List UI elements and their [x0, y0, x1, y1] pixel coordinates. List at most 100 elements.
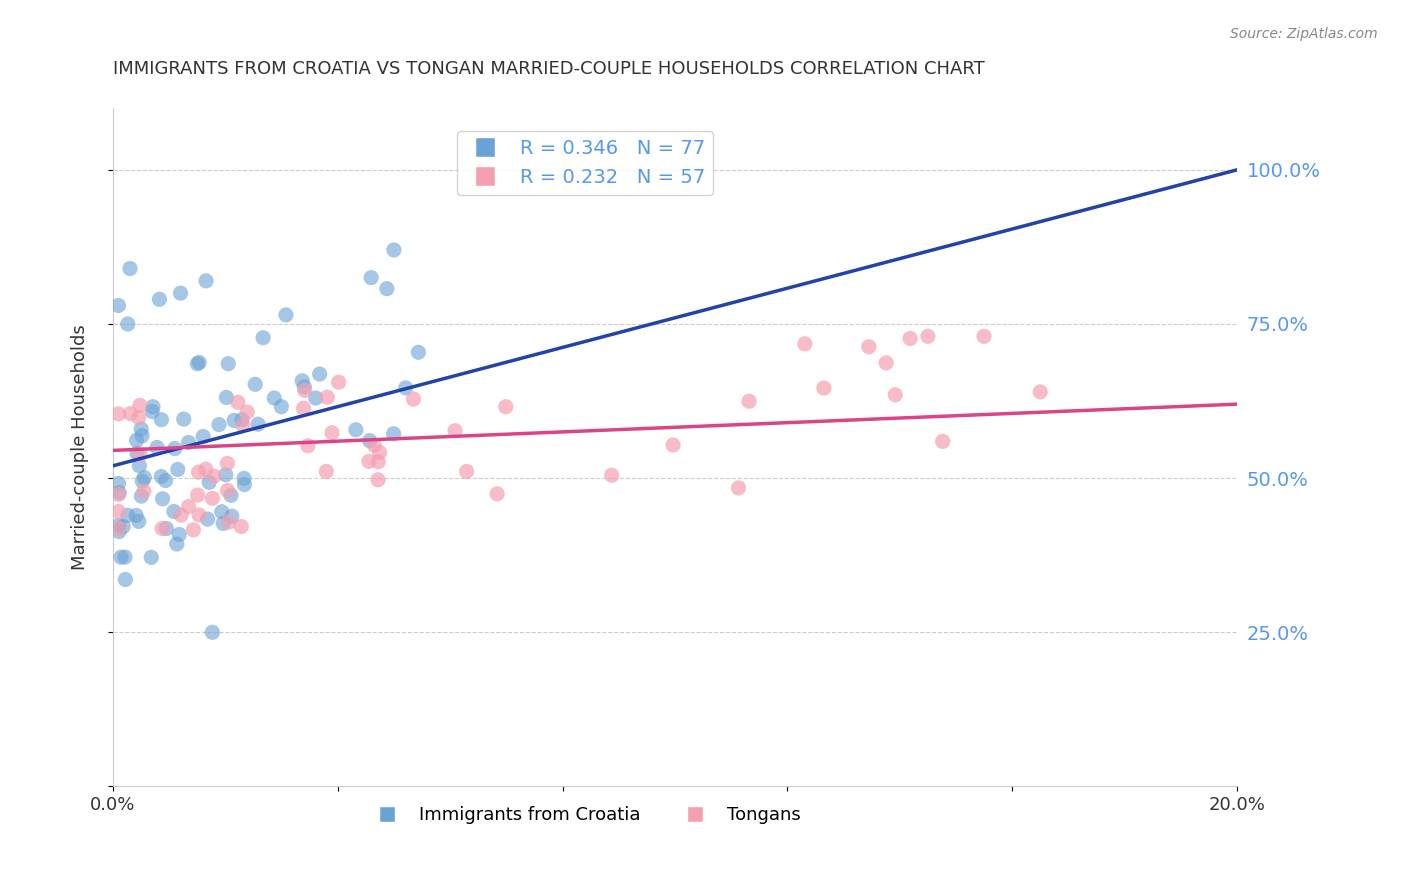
Tongans	[793, 336, 815, 351]
Tongans	[231, 519, 253, 533]
Tongans	[1029, 384, 1052, 399]
Tongans	[150, 521, 173, 535]
Tongans	[294, 384, 316, 398]
Tongans	[187, 488, 209, 502]
Legend: Immigrants from Croatia, Tongans: Immigrants from Croatia, Tongans	[361, 799, 808, 831]
Immigrants from Croatia	[215, 467, 238, 482]
Tongans	[170, 508, 193, 522]
Tongans	[202, 469, 225, 483]
Tongans	[315, 465, 337, 479]
Immigrants from Croatia	[107, 476, 129, 491]
Immigrants from Croatia	[118, 261, 141, 276]
Immigrants from Croatia	[233, 477, 256, 491]
Y-axis label: Married-couple Households: Married-couple Households	[72, 325, 89, 570]
Immigrants from Croatia	[107, 298, 129, 312]
Tongans	[456, 465, 478, 479]
Immigrants from Croatia	[224, 413, 246, 427]
Text: Source: ZipAtlas.com: Source: ZipAtlas.com	[1230, 27, 1378, 41]
Immigrants from Croatia	[245, 377, 267, 392]
Immigrants from Croatia	[125, 508, 148, 523]
Immigrants from Croatia	[163, 442, 186, 456]
Tongans	[973, 329, 995, 343]
Tongans	[292, 401, 315, 416]
Immigrants from Croatia	[166, 462, 188, 476]
Immigrants from Croatia	[360, 270, 382, 285]
Tongans	[188, 508, 211, 522]
Tongans	[328, 376, 350, 390]
Immigrants from Croatia	[131, 474, 153, 488]
Immigrants from Croatia	[117, 317, 139, 331]
Tongans	[367, 455, 389, 469]
Immigrants from Croatia	[274, 308, 297, 322]
Immigrants from Croatia	[129, 422, 152, 436]
Immigrants from Croatia	[217, 357, 239, 371]
Immigrants from Croatia	[152, 491, 174, 506]
Immigrants from Croatia	[221, 509, 243, 524]
Immigrants from Croatia	[108, 524, 131, 539]
Immigrants from Croatia	[163, 504, 186, 518]
Immigrants from Croatia	[114, 573, 136, 587]
Immigrants from Croatia	[292, 380, 315, 394]
Immigrants from Croatia	[117, 508, 139, 523]
Immigrants from Croatia	[146, 441, 169, 455]
Immigrants from Croatia	[270, 400, 292, 414]
Tongans	[107, 487, 129, 501]
Immigrants from Croatia	[359, 434, 381, 448]
Tongans	[107, 407, 129, 421]
Immigrants from Croatia	[188, 355, 211, 369]
Tongans	[495, 400, 517, 414]
Tongans	[357, 454, 380, 468]
Immigrants from Croatia	[108, 485, 131, 500]
Immigrants from Croatia	[150, 469, 173, 483]
Tongans	[813, 381, 835, 395]
Immigrants from Croatia	[142, 400, 165, 414]
Tongans	[402, 392, 425, 406]
Immigrants from Croatia	[114, 550, 136, 565]
Immigrants from Croatia	[155, 522, 177, 536]
Immigrants from Croatia	[291, 374, 314, 388]
Immigrants from Croatia	[155, 474, 177, 488]
Immigrants from Croatia	[131, 429, 153, 443]
Tongans	[321, 425, 343, 440]
Tongans	[316, 390, 339, 404]
Immigrants from Croatia	[112, 519, 135, 533]
Immigrants from Croatia	[247, 417, 270, 432]
Tongans	[217, 483, 239, 498]
Immigrants from Croatia	[128, 514, 150, 528]
Tongans	[128, 410, 150, 425]
Immigrants from Croatia	[198, 475, 221, 490]
Immigrants from Croatia	[375, 282, 398, 296]
Tongans	[738, 394, 761, 409]
Immigrants from Croatia	[382, 243, 405, 257]
Tongans	[727, 481, 749, 495]
Immigrants from Croatia	[166, 537, 188, 551]
Immigrants from Croatia	[219, 488, 242, 502]
Immigrants from Croatia	[344, 423, 367, 437]
Tongans	[363, 438, 385, 452]
Immigrants from Croatia	[211, 505, 233, 519]
Immigrants from Croatia	[208, 417, 231, 432]
Immigrants from Croatia	[193, 429, 215, 443]
Tongans	[236, 405, 259, 419]
Immigrants from Croatia	[173, 412, 195, 426]
Tongans	[858, 340, 880, 354]
Tongans	[367, 473, 389, 487]
Tongans	[898, 331, 921, 345]
Tongans	[128, 398, 150, 412]
Immigrants from Croatia	[110, 550, 132, 565]
Tongans	[297, 439, 319, 453]
Immigrants from Croatia	[125, 434, 148, 448]
Tongans	[120, 407, 142, 421]
Immigrants from Croatia	[167, 527, 190, 541]
Immigrants from Croatia	[195, 274, 218, 288]
Immigrants from Croatia	[125, 446, 148, 460]
Tongans	[368, 445, 391, 459]
Tongans	[177, 500, 200, 514]
Immigrants from Croatia	[186, 357, 208, 371]
Tongans	[194, 462, 217, 476]
Tongans	[201, 491, 224, 506]
Immigrants from Croatia	[215, 391, 238, 405]
Tongans	[129, 448, 152, 462]
Immigrants from Croatia	[128, 458, 150, 473]
Immigrants from Croatia	[212, 516, 235, 531]
